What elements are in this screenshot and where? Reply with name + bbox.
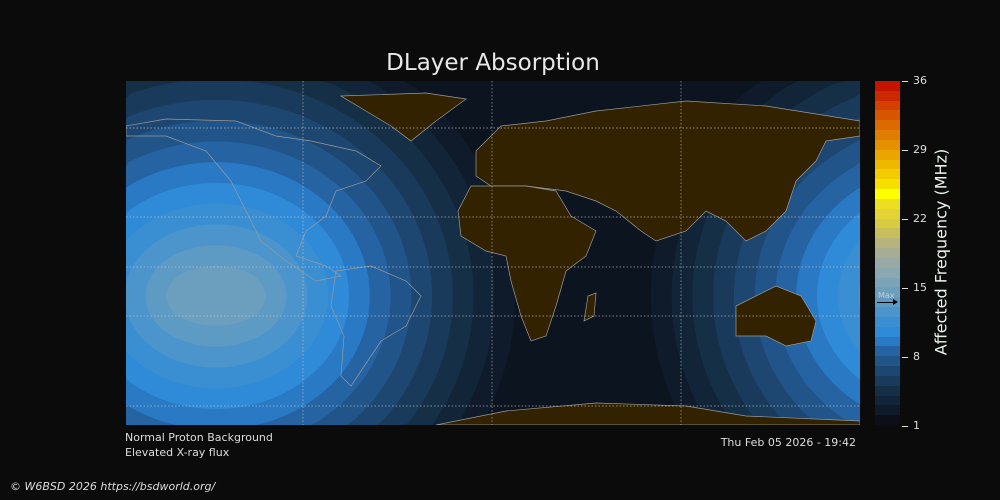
colorbar-step <box>875 395 900 406</box>
max-marker-label: Max <box>878 291 895 301</box>
colorbar-step <box>875 139 900 150</box>
xray-status: Elevated X-ray flux <box>125 446 230 459</box>
colorbar-step <box>875 90 900 101</box>
colorbar-step <box>875 326 900 337</box>
absorption-map <box>126 81 860 425</box>
colorbar-step <box>875 189 900 199</box>
copyright: © W6BSD 2026 https://bsdworld.org/ <box>10 480 216 493</box>
colorbar-step <box>875 81 900 91</box>
colorbar-tick: 36 <box>902 74 927 87</box>
antarctica <box>435 402 860 425</box>
colorbar-step <box>875 248 900 258</box>
colorbar-step <box>875 218 900 229</box>
colorbar-step <box>875 267 900 278</box>
colorbar-step <box>875 277 900 288</box>
colorbar-step <box>875 405 900 416</box>
timestamp: Thu Feb 05 2026 - 19:42 <box>720 436 856 449</box>
grid-lines <box>126 81 860 425</box>
proton-status: Normal Proton Background <box>125 431 273 444</box>
eurasia <box>475 100 860 242</box>
colorbar-step <box>875 316 900 327</box>
colorbar-tick: 1 <box>902 419 920 432</box>
colorbar-step <box>875 346 900 357</box>
colorbar-step <box>875 100 900 111</box>
absorption-contour <box>837 203 860 389</box>
colorbar-tick: 29 <box>902 143 927 156</box>
colorbar-step <box>875 257 900 268</box>
colorbar-step <box>875 415 900 425</box>
colorbar-step <box>875 366 900 376</box>
colorbar-step <box>875 110 900 121</box>
north-america <box>126 118 382 282</box>
map-title: DLayer Absorption <box>386 50 600 76</box>
colorbar-step <box>875 336 900 347</box>
colorbar-step <box>875 149 900 160</box>
colorbar-step <box>875 208 900 219</box>
colorbar-step <box>875 228 900 239</box>
colorbar-label: Affected Frequency (MHz) <box>931 148 951 356</box>
australia <box>735 285 817 347</box>
max-arrow-icon <box>877 299 898 306</box>
colorbar-tick: 8 <box>902 350 920 363</box>
colorbar-step <box>875 356 900 367</box>
africa <box>457 185 597 342</box>
greenland <box>339 92 467 142</box>
colorbar-step <box>875 120 900 131</box>
colorbar-step <box>875 198 900 209</box>
colorbar-step <box>875 385 900 396</box>
absorption-contour <box>166 266 266 326</box>
madagascar <box>583 292 597 322</box>
colorbar-tick: 15 <box>902 281 927 294</box>
colorbar-tick: 22 <box>902 212 927 225</box>
colorbar-step <box>875 375 900 386</box>
colorbar-step <box>875 297 900 308</box>
colorbar-step <box>875 238 900 249</box>
colorbar-step <box>875 169 900 180</box>
colorbar-step <box>875 159 900 170</box>
south-america <box>330 265 422 387</box>
colorbar <box>875 81 900 425</box>
colorbar-step <box>875 179 900 190</box>
absorption-contour <box>858 224 860 368</box>
colorbar-step <box>875 130 900 140</box>
colorbar-step <box>875 287 900 298</box>
colorbar-step <box>875 307 900 317</box>
continents <box>126 92 860 425</box>
